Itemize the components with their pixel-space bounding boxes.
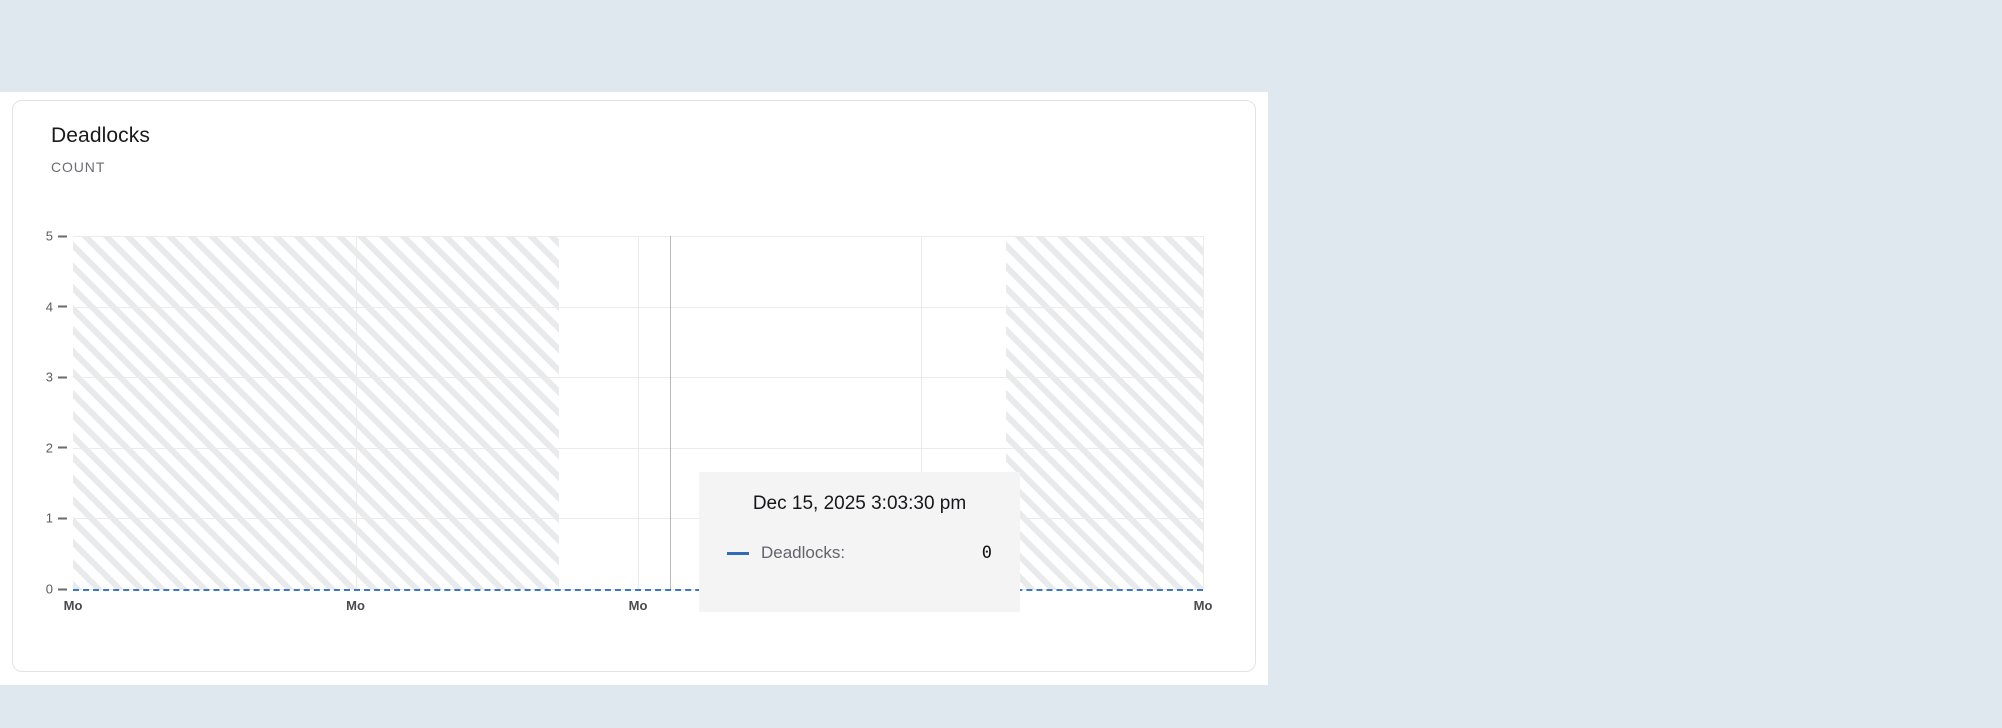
vertical-gridline [355,236,357,589]
series-line-deadlocks [73,589,1203,591]
x-axis-tick-label: Mo [63,598,83,613]
y-axis-tick-label: 2 [46,441,73,454]
chart-tooltip: Dec 15, 2025 3:03:30 pm Deadlocks: 0 [699,472,1020,612]
y-tick-dash-icon [58,376,67,379]
card-subtitle-unit: COUNT [51,159,106,175]
x-axis-tick-label: Mo [1193,598,1213,613]
tooltip-series-label: Deadlocks: [761,543,846,562]
y-tick-dash-icon [58,446,67,449]
tooltip-timestamp: Dec 15, 2025 3:03:30 pm [752,493,967,514]
chart-plot-wrapper: 012345MoMoMoMoMo [13,101,1255,671]
y-tick-dash-icon [58,517,67,520]
no-data-hatch-band [1006,236,1203,589]
vertical-gridline [638,236,639,589]
x-axis-tick-label: Mo [346,598,365,613]
y-axis-tick-label: 3 [46,371,73,384]
card-header: Deadlocks COUNT [51,125,150,174]
vertical-gridline [920,236,922,589]
x-axis-tick-label: Mo [628,598,648,613]
line-swatch-icon [727,551,749,555]
chart-hover-cursor-line [669,236,671,589]
y-tick-dash-icon [58,588,67,590]
y-axis-tick-label: 0 [46,583,73,596]
vertical-gridline [1203,236,1204,589]
y-axis-tick-label: 1 [46,512,73,525]
no-data-hatch-band [73,236,559,589]
page-title: Deadlocks [51,124,150,147]
chart-plot-area[interactable]: 012345MoMoMoMoMo [46,230,1213,613]
y-axis-tick-label: 4 [46,300,73,313]
y-axis-tick-label: 5 [46,230,73,243]
deadlocks-metric-card: Deadlocks COUNT 012345MoMoMoMoMo Dec 15,… [12,100,1256,672]
y-tick-dash-icon [58,235,67,237]
tooltip-series-value: 0 [981,543,992,563]
tooltip-series-row: Deadlocks: 0 [727,543,992,563]
y-tick-dash-icon [58,305,67,308]
